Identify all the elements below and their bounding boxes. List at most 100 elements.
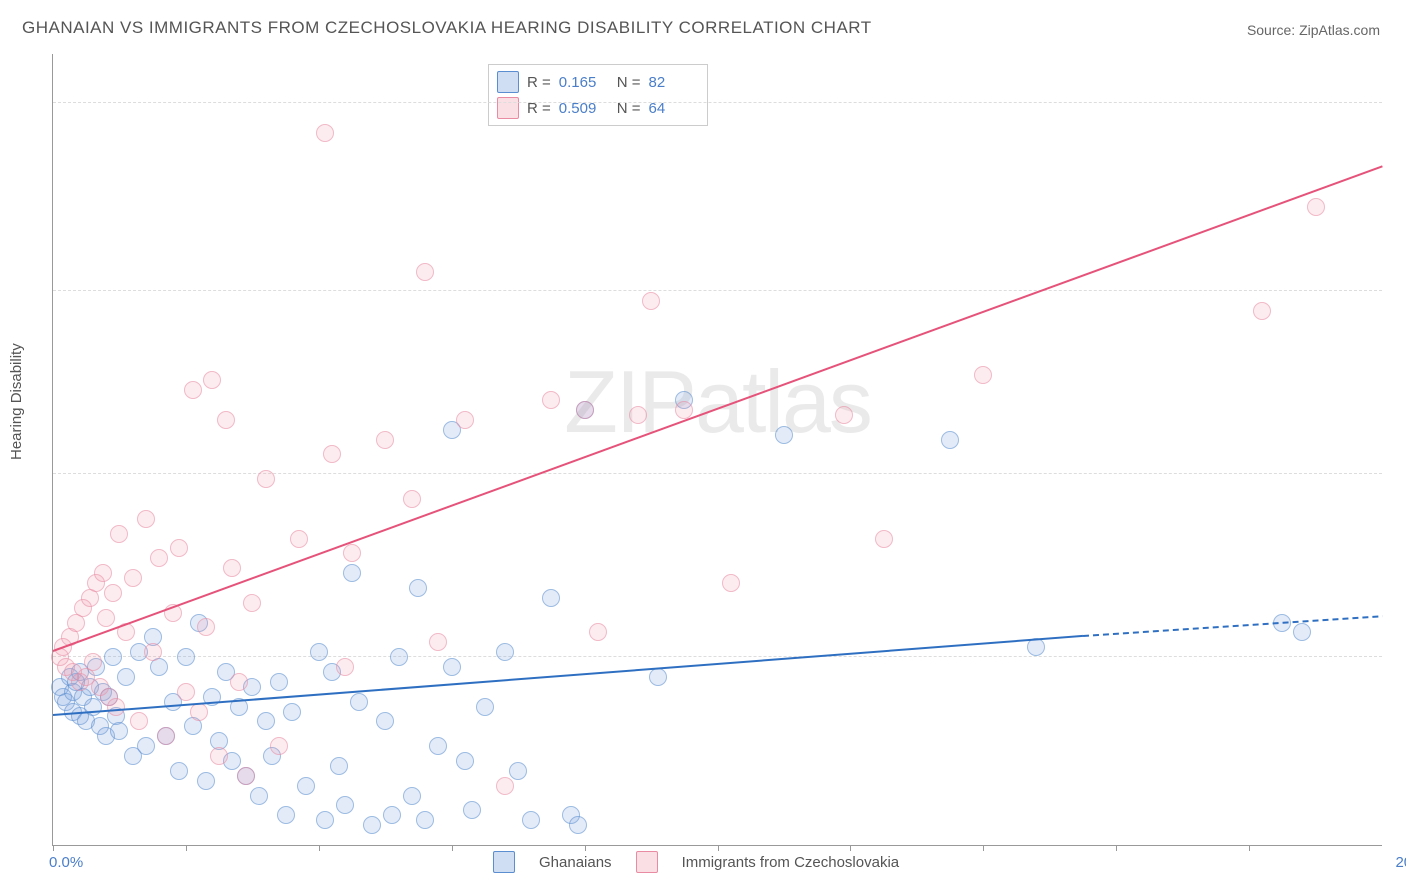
stats-row: R = 0.165 N = 82 — [497, 69, 699, 95]
series-swatch-ghanaians — [497, 71, 519, 93]
scatter-point — [257, 470, 275, 488]
x-tick — [1116, 845, 1117, 851]
scatter-point — [117, 668, 135, 686]
scatter-point — [1307, 198, 1325, 216]
scatter-point — [343, 544, 361, 562]
scatter-point — [429, 633, 447, 651]
scatter-point — [330, 757, 348, 775]
scatter-point — [84, 653, 102, 671]
scatter-point — [336, 796, 354, 814]
scatter-point — [177, 648, 195, 666]
scatter-point — [203, 371, 221, 389]
scatter-point — [297, 777, 315, 795]
scatter-point — [542, 589, 560, 607]
scatter-point — [310, 643, 328, 661]
scatter-point — [629, 406, 647, 424]
scatter-point — [974, 366, 992, 384]
y-axis-label: Hearing Disability — [8, 343, 25, 460]
regression-line — [53, 166, 1383, 652]
scatter-point — [94, 564, 112, 582]
scatter-point — [110, 722, 128, 740]
scatter-point — [137, 737, 155, 755]
scatter-point — [476, 698, 494, 716]
x-tick — [718, 845, 719, 851]
scatter-point — [223, 559, 241, 577]
scatter-point — [316, 811, 334, 829]
scatter-point — [409, 579, 427, 597]
scatter-point — [290, 530, 308, 548]
gridline — [53, 656, 1382, 657]
scatter-point — [1293, 623, 1311, 641]
scatter-point — [941, 431, 959, 449]
x-tick — [1249, 845, 1250, 851]
scatter-point — [722, 574, 740, 592]
scatter-point — [283, 703, 301, 721]
series-swatch-czechoslovakia — [497, 97, 519, 119]
scatter-point — [336, 658, 354, 676]
regression-line — [1083, 616, 1382, 638]
x-axis-min-label: 0.0% — [49, 854, 83, 871]
scatter-point — [197, 618, 215, 636]
scatter-point — [270, 737, 288, 755]
scatter-point — [137, 510, 155, 528]
scatter-point — [403, 787, 421, 805]
scatter-point — [170, 762, 188, 780]
scatter-point — [642, 292, 660, 310]
scatter-point — [456, 752, 474, 770]
scatter-point — [542, 391, 560, 409]
scatter-point — [170, 539, 188, 557]
scatter-point — [144, 643, 162, 661]
x-tick — [983, 845, 984, 851]
scatter-point — [237, 767, 255, 785]
legend-label: Immigrants from Czechoslovakia — [682, 854, 900, 871]
scatter-point — [775, 426, 793, 444]
source-attribution: Source: ZipAtlas.com — [1247, 22, 1380, 38]
watermark-text: ZIPatlas — [564, 351, 871, 453]
x-tick — [319, 845, 320, 851]
x-tick — [452, 845, 453, 851]
scatter-point — [363, 816, 381, 834]
scatter-point — [649, 668, 667, 686]
scatter-point — [383, 806, 401, 824]
scatter-point — [124, 569, 142, 587]
scatter-point — [496, 643, 514, 661]
scatter-point — [277, 806, 295, 824]
scatter-point — [416, 263, 434, 281]
legend-label: Ghanaians — [539, 854, 612, 871]
scatter-point — [429, 737, 447, 755]
scatter-point — [104, 648, 122, 666]
scatter-point — [230, 673, 248, 691]
scatter-point — [509, 762, 527, 780]
gridline — [53, 290, 1382, 291]
x-axis-max-label: 20.0% — [1395, 854, 1406, 871]
scatter-point — [104, 584, 122, 602]
scatter-point — [107, 698, 125, 716]
stats-row: R = 0.509 N = 64 — [497, 95, 699, 121]
scatter-point — [443, 658, 461, 676]
scatter-point — [376, 431, 394, 449]
x-tick — [53, 845, 54, 851]
scatter-point — [456, 411, 474, 429]
scatter-point — [835, 406, 853, 424]
scatter-point — [316, 124, 334, 142]
scatter-point — [416, 811, 434, 829]
scatter-point — [150, 549, 168, 567]
scatter-point — [257, 712, 275, 730]
scatter-point — [177, 683, 195, 701]
scatter-point — [463, 801, 481, 819]
scatter-point — [390, 648, 408, 666]
scatter-point — [210, 747, 228, 765]
gridline — [53, 473, 1382, 474]
scatter-point — [589, 623, 607, 641]
scatter-point — [197, 772, 215, 790]
scatter-point — [569, 816, 587, 834]
scatter-point — [350, 693, 368, 711]
scatter-point — [323, 445, 341, 463]
scatter-point — [270, 673, 288, 691]
scatter-point — [110, 525, 128, 543]
scatter-point — [1253, 302, 1271, 320]
scatter-plot-area: ZIPatlas 0.0% 20.0% R = 0.165 N = 82 R =… — [52, 54, 1382, 846]
scatter-point — [157, 727, 175, 745]
scatter-point — [130, 712, 148, 730]
x-tick — [186, 845, 187, 851]
